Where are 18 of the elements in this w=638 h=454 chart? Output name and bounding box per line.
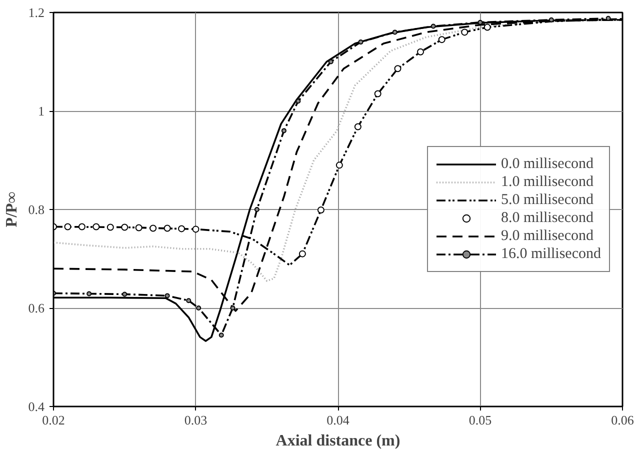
legend-label: 9.0 millisecond <box>501 227 594 245</box>
y-tick-label: 1.2 <box>28 5 44 20</box>
legend-label: 5.0 millisecond <box>501 191 594 209</box>
y-tick-label: 1 <box>38 104 44 118</box>
legend-label: 16.0 millisecond <box>501 245 601 263</box>
legend-label: 1.0 millisecond <box>501 173 594 191</box>
x-tick-label: 0.06 <box>611 412 634 428</box>
x-tick-label: 0.02 <box>42 412 65 428</box>
x-tick-label: 0.04 <box>326 412 350 428</box>
y-tick-label: 0.4 <box>28 399 45 414</box>
x-tick-label: 0.05 <box>468 412 492 428</box>
legend-label: 0.0 millisecond <box>501 155 594 173</box>
y-tick-label: 0.8 <box>28 202 44 217</box>
x-tick-label: 0.03 <box>184 412 208 428</box>
x-axis-title: Axial distance (m) <box>276 432 400 450</box>
y-axis-title: P/P∞ <box>3 192 20 228</box>
legend-label: 8.0 millisecond <box>501 209 594 227</box>
y-tick-label: 0.6 <box>28 300 45 316</box>
